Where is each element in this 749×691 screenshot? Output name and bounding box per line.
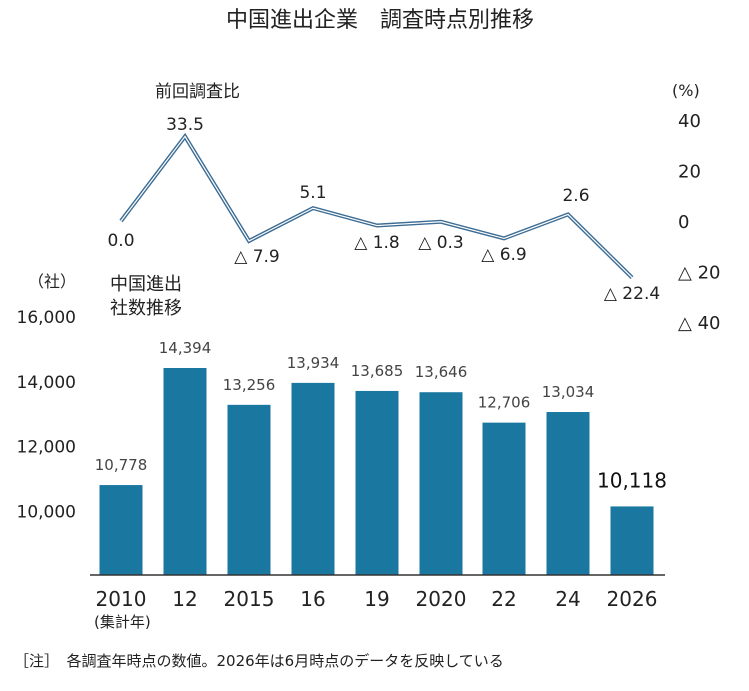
x-tick-label: 12 <box>172 587 197 611</box>
line-y-tick-label: 40 <box>678 111 701 132</box>
bar-y-tick-label: 14,000 <box>17 373 76 393</box>
bar-y-tick-label: 12,000 <box>17 438 76 458</box>
chart-title: 中国進出企業 調査時点別推移 <box>226 8 534 33</box>
bar-y-tick-label: 16,000 <box>17 308 76 328</box>
bar-value-label: 13,034 <box>542 383 595 401</box>
bar-value-label: 12,706 <box>478 394 531 412</box>
x-tick-label: 2020 <box>416 587 467 611</box>
bar-series <box>99 367 654 575</box>
x-axis-sublabel: (集計年) <box>94 613 151 631</box>
bar <box>355 390 399 575</box>
bar-value-label: 14,394 <box>159 339 212 357</box>
bar-series-label-line-1: 中国進出 <box>110 274 182 295</box>
bar-value-label: 10,118 <box>597 468 667 492</box>
x-tick-label: 16 <box>300 587 325 611</box>
bar-series-label-line-2: 社数推移 <box>110 298 182 319</box>
bar <box>163 367 207 575</box>
line-value-labels: 0.0 33.5 △ 7.9 5.1 △ 1.8 △ 0.3 △ 6.9 2.6 △ 22.4 <box>107 115 660 304</box>
x-tick-label: 19 <box>364 587 389 611</box>
bar-value-label: 13,685 <box>351 362 404 380</box>
bar <box>610 506 654 575</box>
line-series-label: 前回調査比 <box>155 82 240 102</box>
line-value-label: △ 0.3 <box>418 233 464 253</box>
line-value-label: △ 22.4 <box>604 284 660 304</box>
x-tick-label: 2010 <box>96 587 147 611</box>
x-tick-label: 22 <box>491 587 516 611</box>
line-unit-label: (%) <box>672 81 700 100</box>
bar-value-labels: 10,778 14,394 13,256 13,934 13,685 13,646 12,7… <box>95 339 667 492</box>
bar-value-label: 13,256 <box>223 376 276 394</box>
x-axis-labels: 2010 12 2015 16 19 2020 22 24 2026 <box>96 587 658 611</box>
bar <box>291 382 335 575</box>
line-y-tick-label: △ 40 <box>678 313 720 334</box>
bar-series-label: 中国進出 社数推移 <box>110 274 188 319</box>
line-value-label: △ 7.9 <box>234 247 280 267</box>
line-value-label: 33.5 <box>166 115 204 135</box>
bar-y-axis: 10,000 12,000 14,000 16,000 <box>17 308 76 522</box>
x-tick-label: 2015 <box>224 587 275 611</box>
bar <box>546 412 590 575</box>
line-value-label: 5.1 <box>299 183 326 203</box>
bar <box>419 392 463 575</box>
line-y-tick-label: 20 <box>678 162 701 183</box>
footnote: ［注］ 各調査年時点の数値。2026年は6月時点のデータを反映している <box>14 652 504 670</box>
bar <box>482 422 526 575</box>
bar-value-label: 10,778 <box>95 456 148 474</box>
bar-value-label: 13,934 <box>287 354 340 372</box>
bar <box>99 485 143 575</box>
line-value-label: △ 6.9 <box>481 245 527 265</box>
bar-unit-label: （社） <box>28 272 76 291</box>
line-y-axis: 40 20 0 △ 20 △ 40 <box>678 111 720 334</box>
bar-value-label: 13,646 <box>415 363 468 381</box>
bar <box>227 404 271 575</box>
line-y-tick-label: △ 20 <box>678 263 720 284</box>
x-tick-label: 2026 <box>607 587 658 611</box>
x-tick-label: 24 <box>555 587 580 611</box>
line-value-label: 2.6 <box>562 186 589 206</box>
bar-y-tick-label: 10,000 <box>17 502 76 522</box>
line-value-label: △ 1.8 <box>354 233 400 253</box>
line-value-label: 0.0 <box>107 231 134 251</box>
line-series-highlight <box>120 135 633 278</box>
line-y-tick-label: 0 <box>678 212 689 233</box>
